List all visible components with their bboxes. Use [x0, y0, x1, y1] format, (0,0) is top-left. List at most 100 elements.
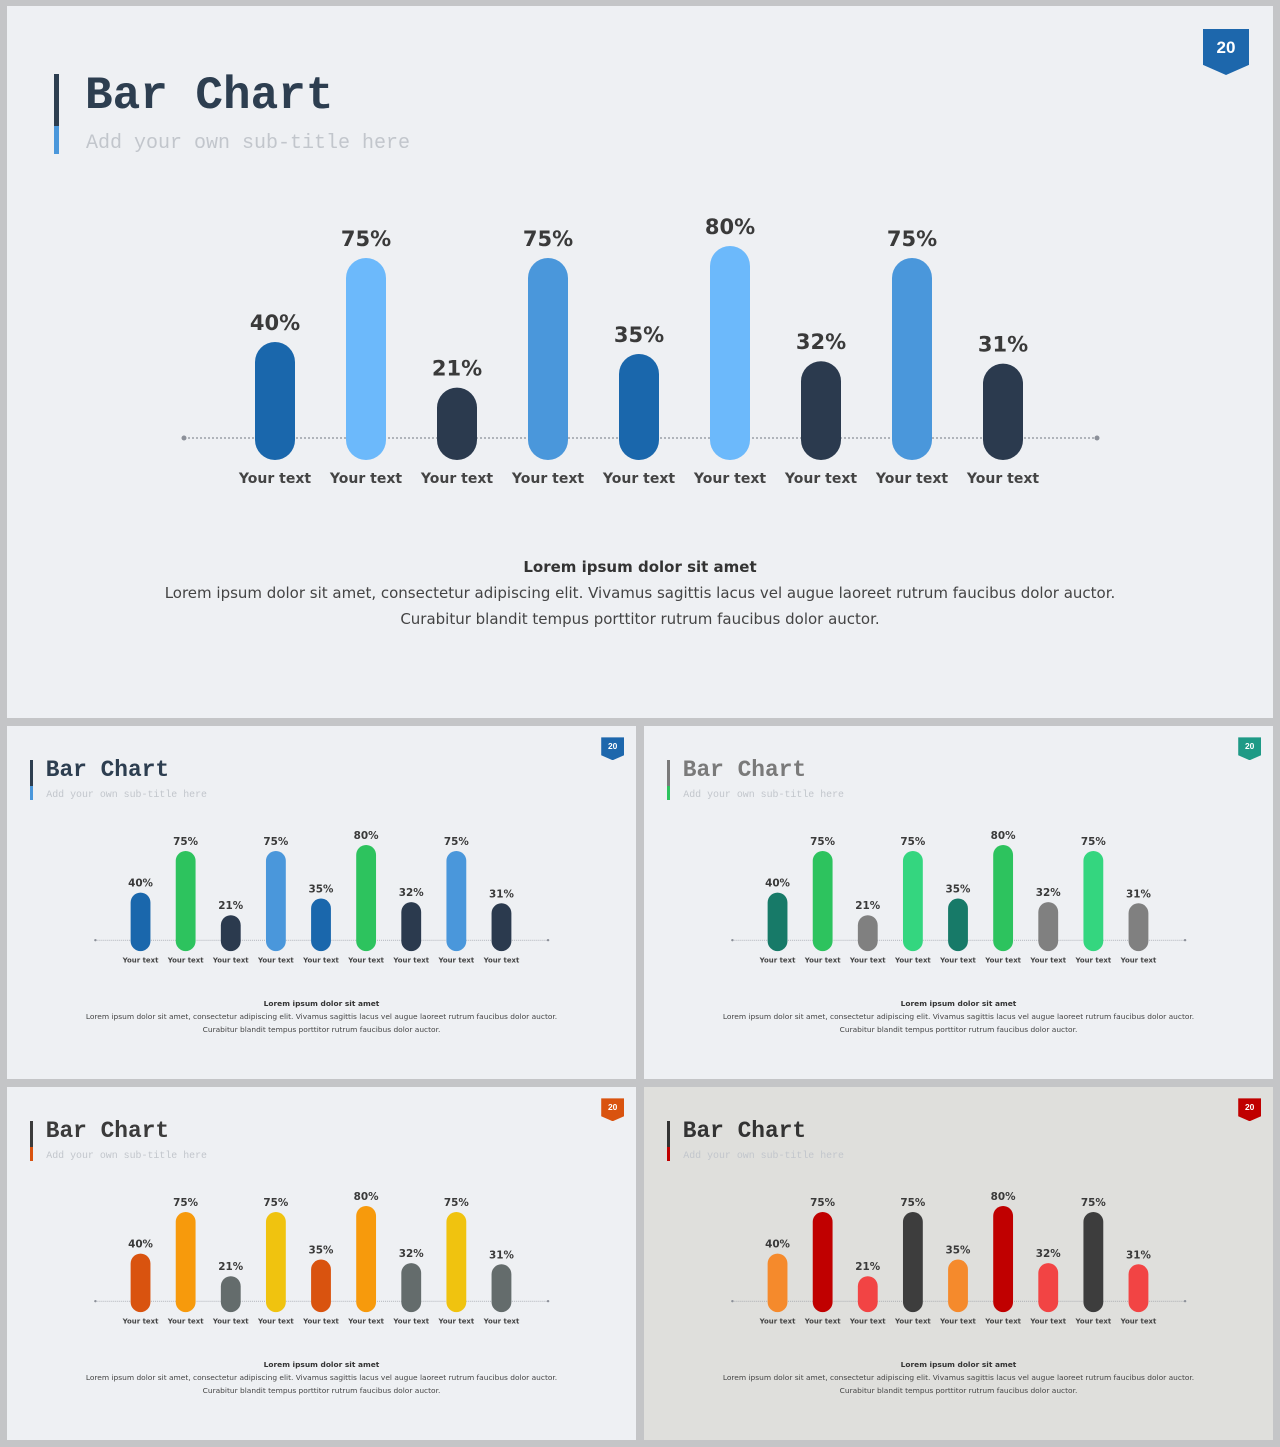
- bar-value-label-6: 80%: [991, 1191, 1016, 1203]
- bar-value-label-3: 21%: [218, 900, 243, 912]
- bar-category-label-6: Your text: [347, 1317, 384, 1325]
- accent-line-bottom: [30, 785, 33, 800]
- bar-value-label-1: 40%: [250, 311, 300, 335]
- bar-category-label-1: Your text: [238, 471, 311, 487]
- chart-caption: Lorem ipsum dolor sit amet Lorem ipsum d…: [7, 1359, 636, 1398]
- bar-category-label-3: Your text: [212, 1317, 249, 1325]
- bar-value-label-5: 35%: [309, 884, 334, 896]
- slide-main: Bar Chart Add your own sub-title here 20…: [7, 6, 1273, 718]
- bar-value-label-1: 40%: [765, 1239, 790, 1251]
- bar-value-label-9: 31%: [489, 1249, 514, 1261]
- bar-1: [130, 892, 151, 952]
- bar-category-label-3: Your text: [849, 1317, 886, 1325]
- accent-line-top: [54, 74, 59, 126]
- bar-category-label-5: Your text: [302, 956, 339, 964]
- bar-chart: 40% Your text 75% Your text 21% Your text 75% Y…: [731, 1191, 1187, 1325]
- bar-value-label-9: 31%: [1126, 888, 1151, 900]
- bar-category-label-4: Your text: [257, 1317, 294, 1325]
- caption-heading: Lorem ipsum dolor sit amet: [523, 558, 757, 576]
- bar-9: [1128, 1264, 1149, 1313]
- bar-category-label-1: Your text: [759, 1317, 796, 1325]
- bar-value-label-9: 31%: [489, 888, 514, 900]
- bar-category-label-9: Your text: [966, 471, 1039, 487]
- bar-value-label-3: 21%: [855, 1261, 880, 1273]
- bar-value-label-5: 35%: [946, 884, 971, 896]
- accent-line-top: [667, 759, 670, 786]
- bar-value-label-4: 75%: [523, 227, 573, 251]
- bar-8: [1083, 1211, 1104, 1313]
- bar-5: [311, 1259, 331, 1313]
- bar-value-label-6: 80%: [354, 1191, 379, 1203]
- caption-heading: Lorem ipsum dolor sit amet: [263, 1360, 380, 1370]
- bar-category-label-2: Your text: [329, 471, 402, 487]
- bar-4: [902, 850, 923, 952]
- baseline-end-left: [731, 1299, 734, 1303]
- bar-7: [401, 902, 422, 952]
- bar-category-label-2: Your text: [804, 1317, 841, 1325]
- bar-6: [710, 246, 750, 460]
- bar-category-label-9: Your text: [1120, 1317, 1157, 1325]
- baseline-end-right: [546, 938, 550, 942]
- bar-category-label-8: Your text: [1074, 1317, 1111, 1325]
- slide-title: Bar Chart: [45, 1117, 170, 1144]
- slide-variant-orange: Bar Chart Add your own sub-title here 20…: [7, 1087, 636, 1440]
- bar-category-label-2: Your text: [804, 956, 841, 964]
- bar-1: [130, 1253, 151, 1313]
- slide-subtitle: Add your own sub-title here: [683, 1149, 845, 1161]
- slide-title: Bar Chart: [45, 756, 170, 783]
- bar-category-label-7: Your text: [1029, 1317, 1066, 1325]
- bar-3: [220, 1276, 241, 1313]
- bar-4: [265, 850, 286, 952]
- caption-line-1: Lorem ipsum dolor sit amet, consectetur …: [85, 1373, 558, 1383]
- chart-caption: Lorem ipsum dolor sit amet Lorem ipsum d…: [7, 998, 636, 1037]
- bar-value-label-5: 35%: [614, 323, 664, 347]
- bar-2: [175, 850, 196, 952]
- bar-5: [948, 1259, 968, 1313]
- bar-category-label-4: Your text: [511, 471, 584, 487]
- chart-caption: Lorem ipsum dolor sit amet Lorem ipsum d…: [7, 554, 1273, 632]
- bar-value-label-7: 32%: [399, 1248, 424, 1260]
- caption-heading: Lorem ipsum dolor sit amet: [900, 1360, 1017, 1370]
- accent-line-bottom: [30, 1146, 33, 1161]
- bar-value-label-7: 32%: [796, 330, 846, 354]
- bar-value-label-3: 21%: [855, 900, 880, 912]
- bar-category-label-3: Your text: [212, 956, 249, 964]
- bar-category-label-8: Your text: [875, 471, 948, 487]
- bar-value-label-2: 75%: [341, 227, 391, 251]
- bar-value-label-8: 75%: [887, 227, 937, 251]
- bar-4: [265, 1211, 286, 1313]
- bar-8: [1083, 850, 1104, 952]
- bar-value-label-2: 75%: [173, 1197, 198, 1209]
- bar-4: [902, 1211, 923, 1313]
- caption-heading: Lorem ipsum dolor sit amet: [900, 999, 1017, 1009]
- bar-category-label-5: Your text: [939, 1317, 976, 1325]
- bar-value-label-4: 75%: [900, 836, 925, 848]
- bar-value-label-5: 35%: [309, 1245, 334, 1257]
- bar-value-label-4: 75%: [263, 1197, 288, 1209]
- accent-line-top: [30, 759, 33, 786]
- caption-line-1: Lorem ipsum dolor sit amet, consectetur …: [85, 1012, 558, 1022]
- bar-category-label-6: Your text: [347, 956, 384, 964]
- bar-3: [857, 1276, 878, 1313]
- slide-subtitle: Add your own sub-title here: [46, 1149, 208, 1161]
- bar-value-label-3: 21%: [432, 357, 482, 381]
- accent-line-bottom: [667, 1146, 670, 1161]
- slide-variant-green: Bar Chart Add your own sub-title here 20…: [644, 726, 1273, 1079]
- bar-chart: 40% Your text 75% Your text 21% Your text 75% Y…: [731, 830, 1187, 964]
- bar-chart: 40% Your text 75% Your text 21% Your text 75% Y…: [181, 215, 1100, 487]
- bar-6: [993, 1205, 1014, 1313]
- bar-category-label-6: Your text: [693, 471, 766, 487]
- chart-caption: Lorem ipsum dolor sit amet Lorem ipsum d…: [644, 1359, 1273, 1398]
- bar-category-label-7: Your text: [1029, 956, 1066, 964]
- baseline-end-right: [1183, 1299, 1187, 1303]
- bar-category-label-1: Your text: [122, 1317, 159, 1325]
- bar-8: [446, 1211, 467, 1313]
- bar-value-label-8: 75%: [444, 836, 469, 848]
- bar-value-label-7: 32%: [1036, 887, 1061, 899]
- bar-category-label-8: Your text: [437, 1317, 474, 1325]
- bar-4: [528, 258, 568, 460]
- bar-7: [401, 1263, 422, 1313]
- bar-9: [1128, 903, 1149, 952]
- bar-8: [892, 258, 932, 460]
- caption-line-1: Lorem ipsum dolor sit amet, consectetur …: [164, 584, 1116, 602]
